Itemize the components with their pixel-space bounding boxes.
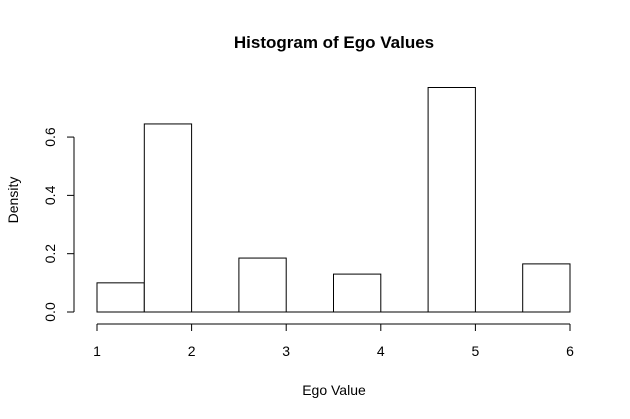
y-axis: 0.0 0.2 0.4 0.6 [42,127,75,322]
x-tick-label-2: 3 [282,343,290,359]
histogram-bar-3 [238,257,287,313]
x-axis: 1 2 3 4 5 6 [93,323,574,359]
x-tick-label-5: 6 [566,343,574,359]
x-axis-label: Ego Value [302,382,366,398]
x-tick-label-1: 2 [188,343,196,359]
histogram-bar-7 [427,87,476,313]
histogram-bar-5 [333,273,382,313]
x-tick-label-3: 4 [377,343,385,359]
y-tick-label-3: 0.6 [42,127,58,147]
bars-group [96,87,571,313]
y-tick-label-2: 0.4 [42,185,58,205]
histogram-bar-0 [96,282,145,313]
y-tick-label-1: 0.2 [42,244,58,264]
histogram-bar-9 [522,263,571,313]
chart-title: Histogram of Ego Values [234,33,434,52]
y-axis-label: Density [5,177,21,224]
y-tick-label-0: 0.0 [42,302,58,322]
histogram-bar-1 [143,123,193,313]
x-tick-label-4: 5 [472,343,480,359]
x-tick-label-0: 1 [93,343,101,359]
